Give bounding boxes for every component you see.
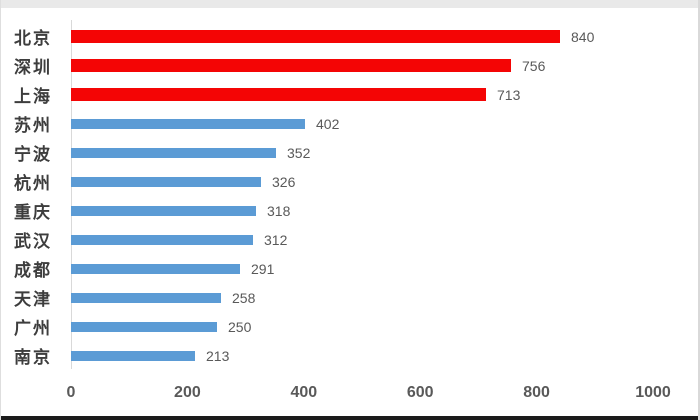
category-label: 北京 (14, 29, 52, 48)
bar-row-guangzhou: 广州 250 (1, 312, 698, 341)
category-label: 成都 (14, 261, 52, 280)
value-label: 258 (232, 289, 256, 306)
category-label: 天津 (14, 290, 52, 309)
value-label: 326 (272, 173, 296, 190)
value-label: 312 (264, 231, 288, 248)
bar (71, 176, 261, 187)
bar-row-chengdu: 成都 291 (1, 254, 698, 283)
bar (71, 321, 217, 332)
bar (71, 234, 253, 245)
bar (71, 147, 276, 158)
category-label: 武汉 (14, 232, 52, 251)
bar-row-chongqing: 重庆 318 (1, 196, 698, 225)
value-label: 352 (287, 144, 311, 161)
x-axis-tick: 1000 (635, 384, 671, 401)
category-label: 广州 (14, 319, 52, 338)
bar (71, 263, 240, 274)
category-label: 南京 (14, 348, 52, 367)
bar (71, 118, 305, 129)
category-label: 上海 (14, 87, 52, 106)
category-label: 苏州 (14, 116, 52, 135)
value-label: 840 (571, 28, 595, 45)
bar-row-tianjin: 天津 258 (1, 283, 698, 312)
value-label: 318 (267, 202, 291, 219)
value-label: 250 (228, 318, 252, 335)
x-axis-tick: 800 (523, 384, 550, 401)
value-label: 756 (522, 57, 546, 74)
bar (71, 88, 486, 101)
x-axis-tick: 0 (66, 384, 76, 401)
bar (71, 30, 560, 43)
category-label: 深圳 (14, 58, 52, 77)
bar-row-beijing: 北京 840 (1, 22, 698, 51)
category-label: 杭州 (14, 174, 52, 193)
bar-row-shanghai: 上海 713 (1, 80, 698, 109)
bar (71, 292, 221, 303)
value-label: 213 (206, 347, 230, 364)
bar-row-ningbo: 宁波 352 (1, 138, 698, 167)
bar-row-suzhou: 苏州 402 (1, 109, 698, 138)
x-axis: 0 200 400 600 800 1000 (1, 384, 698, 404)
bar (71, 59, 511, 72)
category-label: 重庆 (14, 203, 52, 222)
x-axis-tick: 400 (290, 384, 318, 401)
bar (71, 205, 256, 216)
value-label: 402 (316, 115, 340, 132)
window-bottom-edge (1, 416, 698, 420)
x-axis-tick: 600 (406, 384, 434, 401)
value-label: 713 (497, 86, 521, 103)
category-label: 宁波 (14, 145, 52, 164)
bar-row-wuhan: 武汉 312 (1, 225, 698, 254)
bar-row-nanjing: 南京 213 (1, 341, 698, 370)
bar-row-shenzhen: 深圳 756 (1, 51, 698, 80)
bar (71, 350, 195, 361)
x-axis-tick: 200 (174, 384, 201, 401)
window-top-edge (1, 0, 698, 8)
chart-plot-area: 北京 840 深圳 756 上海 713 苏州 402 宁波 352 杭州 32… (1, 22, 698, 370)
bar-row-hangzhou: 杭州 326 (1, 167, 698, 196)
category-axis-line (71, 20, 72, 369)
value-label: 291 (251, 260, 275, 277)
